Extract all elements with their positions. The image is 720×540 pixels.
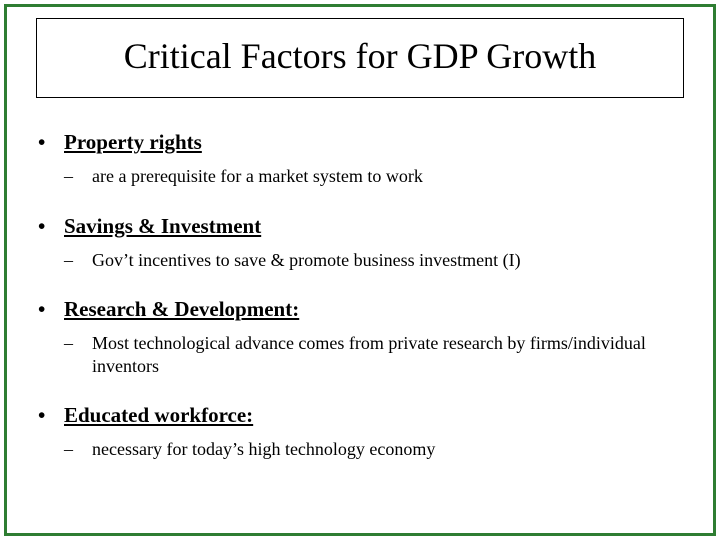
slide-title: Critical Factors for GDP Growth [51, 35, 669, 77]
bullet-icon: • [36, 403, 64, 428]
main-bullet-line: • Property rights [36, 130, 684, 155]
list-item: • Research & Development: – Most technol… [36, 297, 684, 377]
main-label: Research & Development: [64, 297, 684, 322]
sub-label: Gov’t incentives to save & promote busin… [92, 249, 684, 272]
sub-label: are a prerequisite for a market system t… [92, 165, 684, 188]
bullet-icon: • [36, 214, 64, 239]
sub-bullet-line: – necessary for today’s high technology … [36, 438, 684, 461]
main-label: Savings & Investment [64, 214, 684, 239]
sub-bullet-line: – Gov’t incentives to save & promote bus… [36, 249, 684, 272]
title-box: Critical Factors for GDP Growth [36, 18, 684, 98]
sub-label: necessary for today’s high technology ec… [92, 438, 684, 461]
dash-icon: – [64, 166, 92, 187]
dash-icon: – [64, 333, 92, 354]
dash-icon: – [64, 250, 92, 271]
list-item: • Savings & Investment – Gov’t incentive… [36, 214, 684, 272]
bullet-icon: • [36, 130, 64, 155]
main-bullet-line: • Educated workforce: [36, 403, 684, 428]
main-label: Property rights [64, 130, 684, 155]
list-item: • Property rights – are a prerequisite f… [36, 130, 684, 188]
sub-bullet-line: – are a prerequisite for a market system… [36, 165, 684, 188]
content-area: • Property rights – are a prerequisite f… [36, 130, 684, 522]
main-bullet-line: • Savings & Investment [36, 214, 684, 239]
main-bullet-line: • Research & Development: [36, 297, 684, 322]
sub-label: Most technological advance comes from pr… [92, 332, 684, 377]
dash-icon: – [64, 439, 92, 460]
list-item: • Educated workforce: – necessary for to… [36, 403, 684, 461]
sub-bullet-line: – Most technological advance comes from … [36, 332, 684, 377]
main-label: Educated workforce: [64, 403, 684, 428]
bullet-icon: • [36, 297, 64, 322]
